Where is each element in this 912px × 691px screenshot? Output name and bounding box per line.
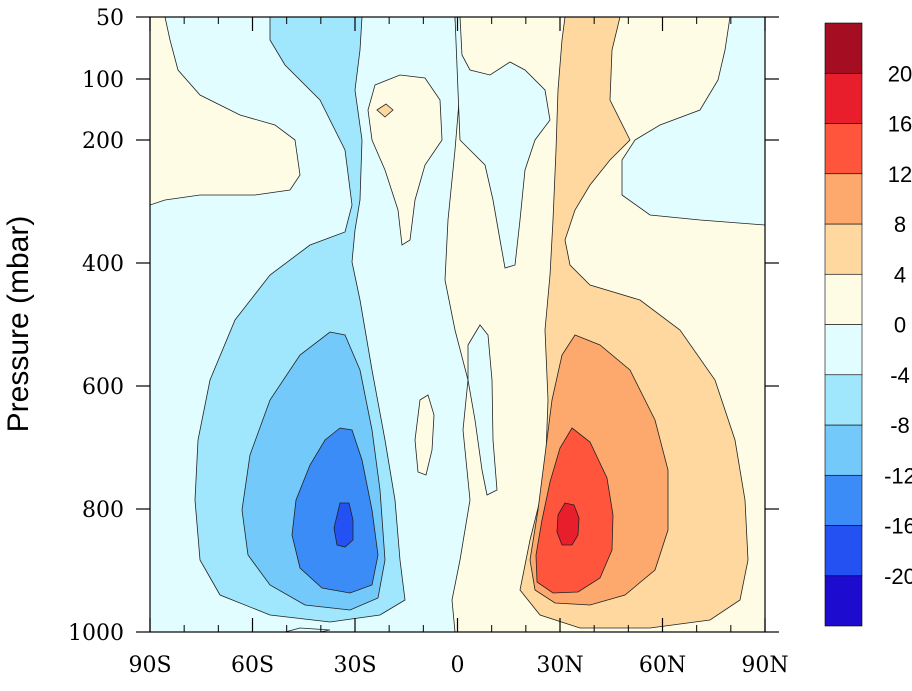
colorbar-swatch [824, 525, 863, 577]
contour-band-neg16-to-neg20-south [333, 502, 354, 548]
y-axis: 50 100 200 400 600 800 1000 [68, 6, 779, 646]
colorbar-label: -8 [890, 413, 910, 438]
colorbar-swatch [824, 324, 863, 376]
x-tick-label: 90S [128, 653, 171, 678]
contour-band-0-to-neg4-upper-north [454, 17, 551, 269]
colorbar-label: 20 [888, 61, 912, 86]
colorbar-swatch [824, 72, 863, 124]
colorbar-label: -4 [890, 363, 910, 388]
contour-band-0-to-neg4-lens [467, 324, 498, 496]
y-tick-label: 400 [82, 252, 124, 277]
y-tick-label: 1000 [68, 621, 124, 646]
colorbar-swatch [824, 474, 863, 526]
colorbar-label: 0 [894, 313, 906, 338]
colorbar-swatch [824, 123, 863, 175]
x-tick-label: 90N [741, 653, 788, 678]
colorbar: -20 -16 -12 -8 -4 0 4 8 12 16 20 [824, 22, 912, 627]
contour-band-0-to-4-small [414, 394, 435, 476]
contour-band-0-to-4-tropical [367, 74, 443, 246]
colorbar-swatch [824, 374, 863, 426]
contour-band-16-to-20-north [556, 502, 580, 546]
y-tick-label: 100 [82, 68, 124, 93]
x-tick-label: 0 [451, 653, 465, 678]
contour-band-0-to-4-southwest [150, 17, 301, 206]
colorbar-label: 8 [894, 212, 906, 237]
x-tick-label: 60S [231, 653, 274, 678]
x-tick-label: 30N [536, 653, 583, 678]
contour-band-surface-south [284, 627, 331, 632]
colorbar-label: 12 [888, 162, 912, 187]
colorbar-label: 4 [894, 262, 906, 287]
colorbar-label: 16 [888, 112, 912, 137]
plot-area [150, 17, 765, 632]
colorbar-swatch [824, 22, 863, 74]
colorbar-label: -20 [884, 564, 912, 589]
colorbar-swatch [824, 424, 863, 476]
y-tick-label: 50 [96, 6, 124, 31]
colorbar-swatch [824, 273, 863, 325]
y-tick-label: 800 [82, 498, 124, 523]
y-tick-label: 600 [82, 375, 124, 400]
x-axis: 90S 60S 30S 0 30N 60N 90N [128, 17, 789, 678]
colorbar-swatch [824, 575, 863, 627]
y-axis-title: Pressure (mbar) [2, 216, 35, 433]
colorbar-swatch [824, 173, 863, 225]
colorbar-label: -12 [884, 463, 912, 488]
x-tick-label: 30S [333, 653, 376, 678]
y-tick-label: 200 [82, 129, 124, 154]
colorbar-swatch [824, 223, 863, 275]
colorbar-label: -16 [884, 514, 912, 539]
contour-band-0-to-neg4-north-highlat [621, 17, 765, 226]
contour-band-neg12-to-neg16-south [291, 427, 379, 594]
contour-band-4-to-8-small [376, 103, 394, 118]
x-tick-label: 60N [639, 653, 686, 678]
